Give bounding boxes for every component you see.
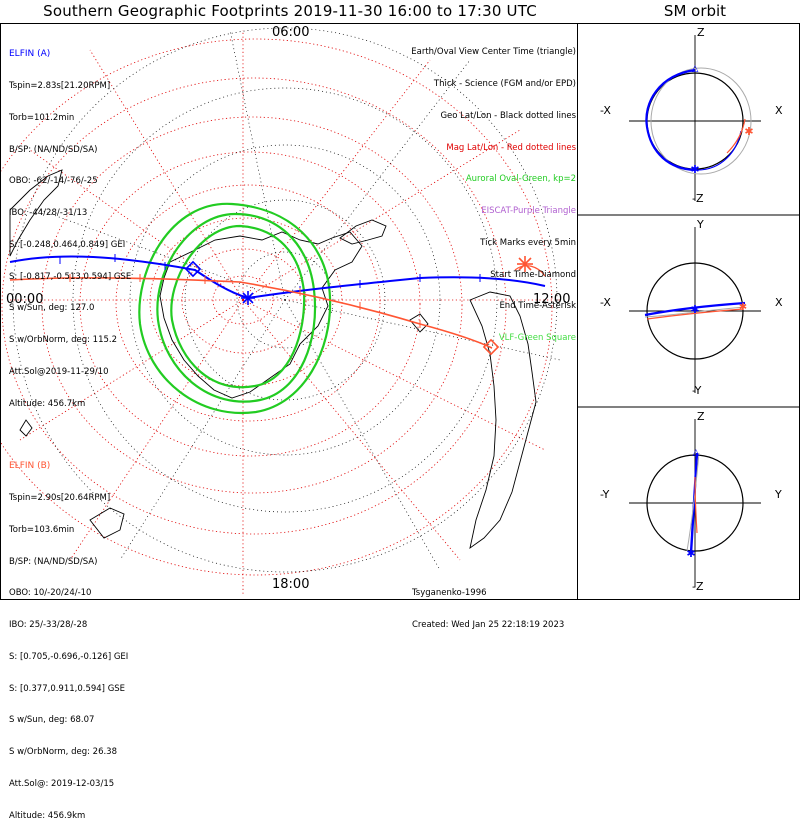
clock-label-right: 12:00 (533, 292, 571, 307)
svg-text:△: △ (692, 64, 699, 74)
elfin-b-end-asterisk (517, 256, 533, 272)
sm1-left: -X (600, 104, 611, 117)
legend-item: Start Time-Diamond (490, 269, 576, 280)
legend-item: EISCAT-Purple Triangle (481, 206, 576, 217)
elfin-a-track (9, 254, 546, 305)
svg-text:✱: ✱ (739, 302, 747, 313)
plot-title: Southern Geographic Footprints 2019-11-3… (43, 2, 537, 20)
legend-item: Earth/Oval View Center Time (triangle) (411, 47, 576, 58)
sm-panel-yz: △ ✱ (629, 419, 761, 587)
auroral-oval (138, 202, 332, 415)
legend-item: Tick Marks every 5min (480, 237, 576, 248)
elfin-a-end-asterisk (241, 291, 255, 305)
svg-text:✱: ✱ (744, 125, 753, 138)
elfin-b-line: IBO: 25/-33/28/-28 (9, 620, 88, 631)
sm3-bottom: -Z (692, 580, 704, 593)
svg-text:✱: ✱ (690, 303, 699, 316)
legend-item: End Time-Asterisk (499, 301, 576, 312)
elfin-a-line: Att.Sol@2019-11-29/10 (9, 367, 109, 377)
legend-item: Mag Lat/Lon - Red dotted lines (446, 142, 576, 153)
legend-item: Geo Lat/Lon - Black dotted lines (440, 110, 576, 121)
elfin-b-start-diamond (482, 338, 500, 356)
sm1-top: Z (697, 26, 705, 39)
elfin-a-line: S: [-0.248,0.464,0.849] GEI (9, 239, 126, 250)
credit-created: Created: Wed Jan 25 22:18:19 2023 (412, 619, 565, 630)
elfin-a-start-diamond (184, 260, 202, 278)
credit-model: Tsyganenko-1996 (412, 588, 487, 599)
sm-panel-xy: ✱ ✱ (629, 227, 761, 393)
sm-panel-xz: △ ✱ ✱ (629, 35, 761, 201)
legend-item: VLF-Green Square (498, 333, 576, 344)
svg-text:✱: ✱ (690, 163, 699, 176)
sm1-right: X (775, 104, 783, 117)
elfin-b-line: S: [0.705,-0.696,-0.126] GEI (9, 651, 129, 662)
elfin-b-name: ELFIN (B) (9, 461, 51, 472)
footprint-map (0, 23, 578, 600)
sm-orbit-panels: △ ✱ ✱ ✱ ✱ △ ✱ (577, 23, 800, 600)
elfin-b-line: Tspin=2.90s[20.64RPM] (9, 492, 111, 503)
elfin-b-line: Att.Sol@: 2019-12-03/15 (9, 779, 115, 789)
sm2-bottom: -Y (692, 384, 702, 397)
elfin-a-line: OBO: -62/-14/-76/-25 (9, 176, 98, 187)
elfin-b-line: Altitude: 456.9km (9, 810, 86, 821)
elfin-b-track (9, 256, 546, 356)
clock-label-left: 00:00 (6, 292, 44, 307)
elfin-a-line: IBO: -44/28/-31/13 (9, 208, 88, 219)
sm2-top: Y (697, 218, 704, 231)
elfin-a-line: S: [-0.817,-0.513,0.594] GSE (9, 271, 132, 282)
elfin-a-info: ELFIN (A) Tspin=2.83s[21.20RPM] Torb=101… (9, 28, 131, 420)
elfin-b-line: B/SP: (NA/ND/SD/SA) (9, 556, 98, 567)
elfin-b-line: Torb=103.6min (9, 524, 75, 535)
elfin-b-line: S w/OrbNorm, deg: 26.38 (9, 747, 118, 758)
elfin-b-line: OBO: 10/-20/24/-10 (9, 588, 92, 599)
svg-text:△: △ (693, 448, 700, 458)
sm2-left: -X (600, 296, 611, 309)
clock-label-bottom: 18:00 (272, 577, 310, 592)
elfin-b-info: ELFIN (B) Tspin=2.90s[20.64RPM] Torb=103… (9, 440, 128, 832)
sm3-top: Z (697, 410, 705, 423)
elfin-a-line: Torb=101.2min (9, 112, 75, 123)
legend-item: Thick - Science (FGM and/or EPD) (433, 78, 576, 89)
sm2-right: X (775, 296, 783, 309)
sm3-left: -Y (600, 488, 610, 501)
sm-orbit-title: SM orbit (663, 2, 727, 20)
elfin-b-line: S w/Sun, deg: 68.07 (9, 715, 95, 726)
elfin-a-line: B/SP: (NA/ND/SD/SA) (9, 144, 98, 155)
coastlines (9, 169, 537, 550)
mag-grid (1, 30, 560, 595)
clock-label-top: 06:00 (272, 25, 310, 40)
elfin-b-line: S: [0.377,0.911,0.594] GSE (9, 683, 126, 694)
elfin-a-line: S w/Sun, deg: 127.0 (9, 303, 95, 314)
legend: Earth/Oval View Center Time (triangle) T… (411, 26, 576, 354)
legend-item: Auroral Oval-Green, kp=2 (465, 174, 576, 185)
sm1-bottom: -Z (692, 192, 704, 205)
sm3-right: Y (775, 488, 782, 501)
svg-text:✱: ✱ (686, 547, 695, 560)
elfin-a-line: S w/OrbNorm, deg: 115.2 (9, 335, 118, 346)
elfin-a-line: Altitude: 456.7km (9, 398, 86, 409)
elfin-a-line: Tspin=2.83s[21.20RPM] (9, 80, 111, 91)
credits: Tsyganenko-1996 Created: Wed Jan 25 22:1… (412, 567, 564, 641)
elfin-a-name: ELFIN (A) (9, 49, 51, 60)
